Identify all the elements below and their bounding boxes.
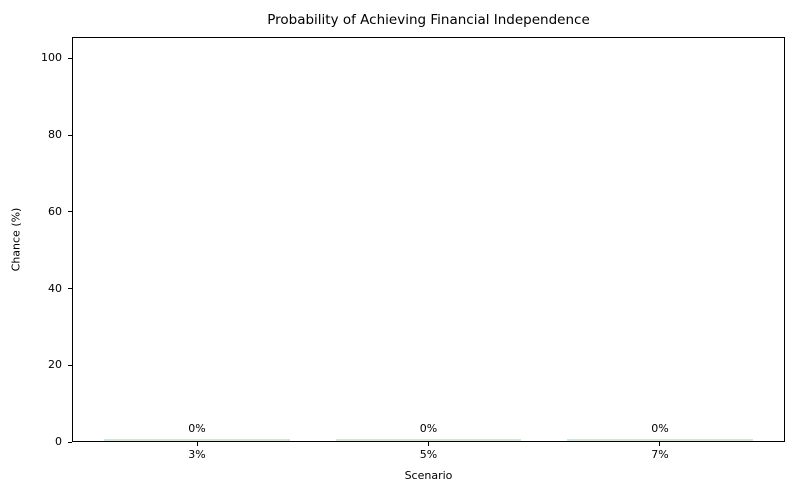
bar-value-label: 0% — [651, 422, 669, 435]
chart-title: Probability of Achieving Financial Indep… — [267, 12, 590, 28]
bar — [335, 439, 522, 441]
y-tick-mark — [68, 134, 72, 136]
y-tick-label: 20 — [48, 358, 62, 372]
bar-value-label: 0% — [188, 422, 206, 435]
y-tick-mark — [68, 441, 72, 443]
y-tick-label: 40 — [48, 281, 62, 295]
x-axis-label: Scenario — [404, 469, 453, 482]
bar-value-label: 0% — [419, 422, 438, 435]
y-tick-mark — [68, 364, 72, 366]
x-tick-mark — [659, 442, 661, 446]
x-tick-mark — [196, 442, 198, 446]
y-tick-mark — [68, 57, 72, 59]
y-tick-label: 80 — [48, 128, 62, 142]
bar — [567, 439, 753, 441]
bar — [104, 439, 290, 441]
x-tick-label: 5% — [419, 448, 438, 461]
y-tick-mark — [68, 211, 72, 213]
plot-area — [72, 37, 785, 442]
x-tick-label: 3% — [188, 448, 206, 461]
y-tick-label: 100 — [41, 51, 62, 65]
y-tick-mark — [68, 288, 72, 290]
y-tick-label: 60 — [48, 204, 62, 218]
y-tick-label: 0 — [55, 435, 62, 448]
x-tick-label: 7% — [651, 448, 669, 461]
x-tick-mark — [428, 442, 429, 446]
